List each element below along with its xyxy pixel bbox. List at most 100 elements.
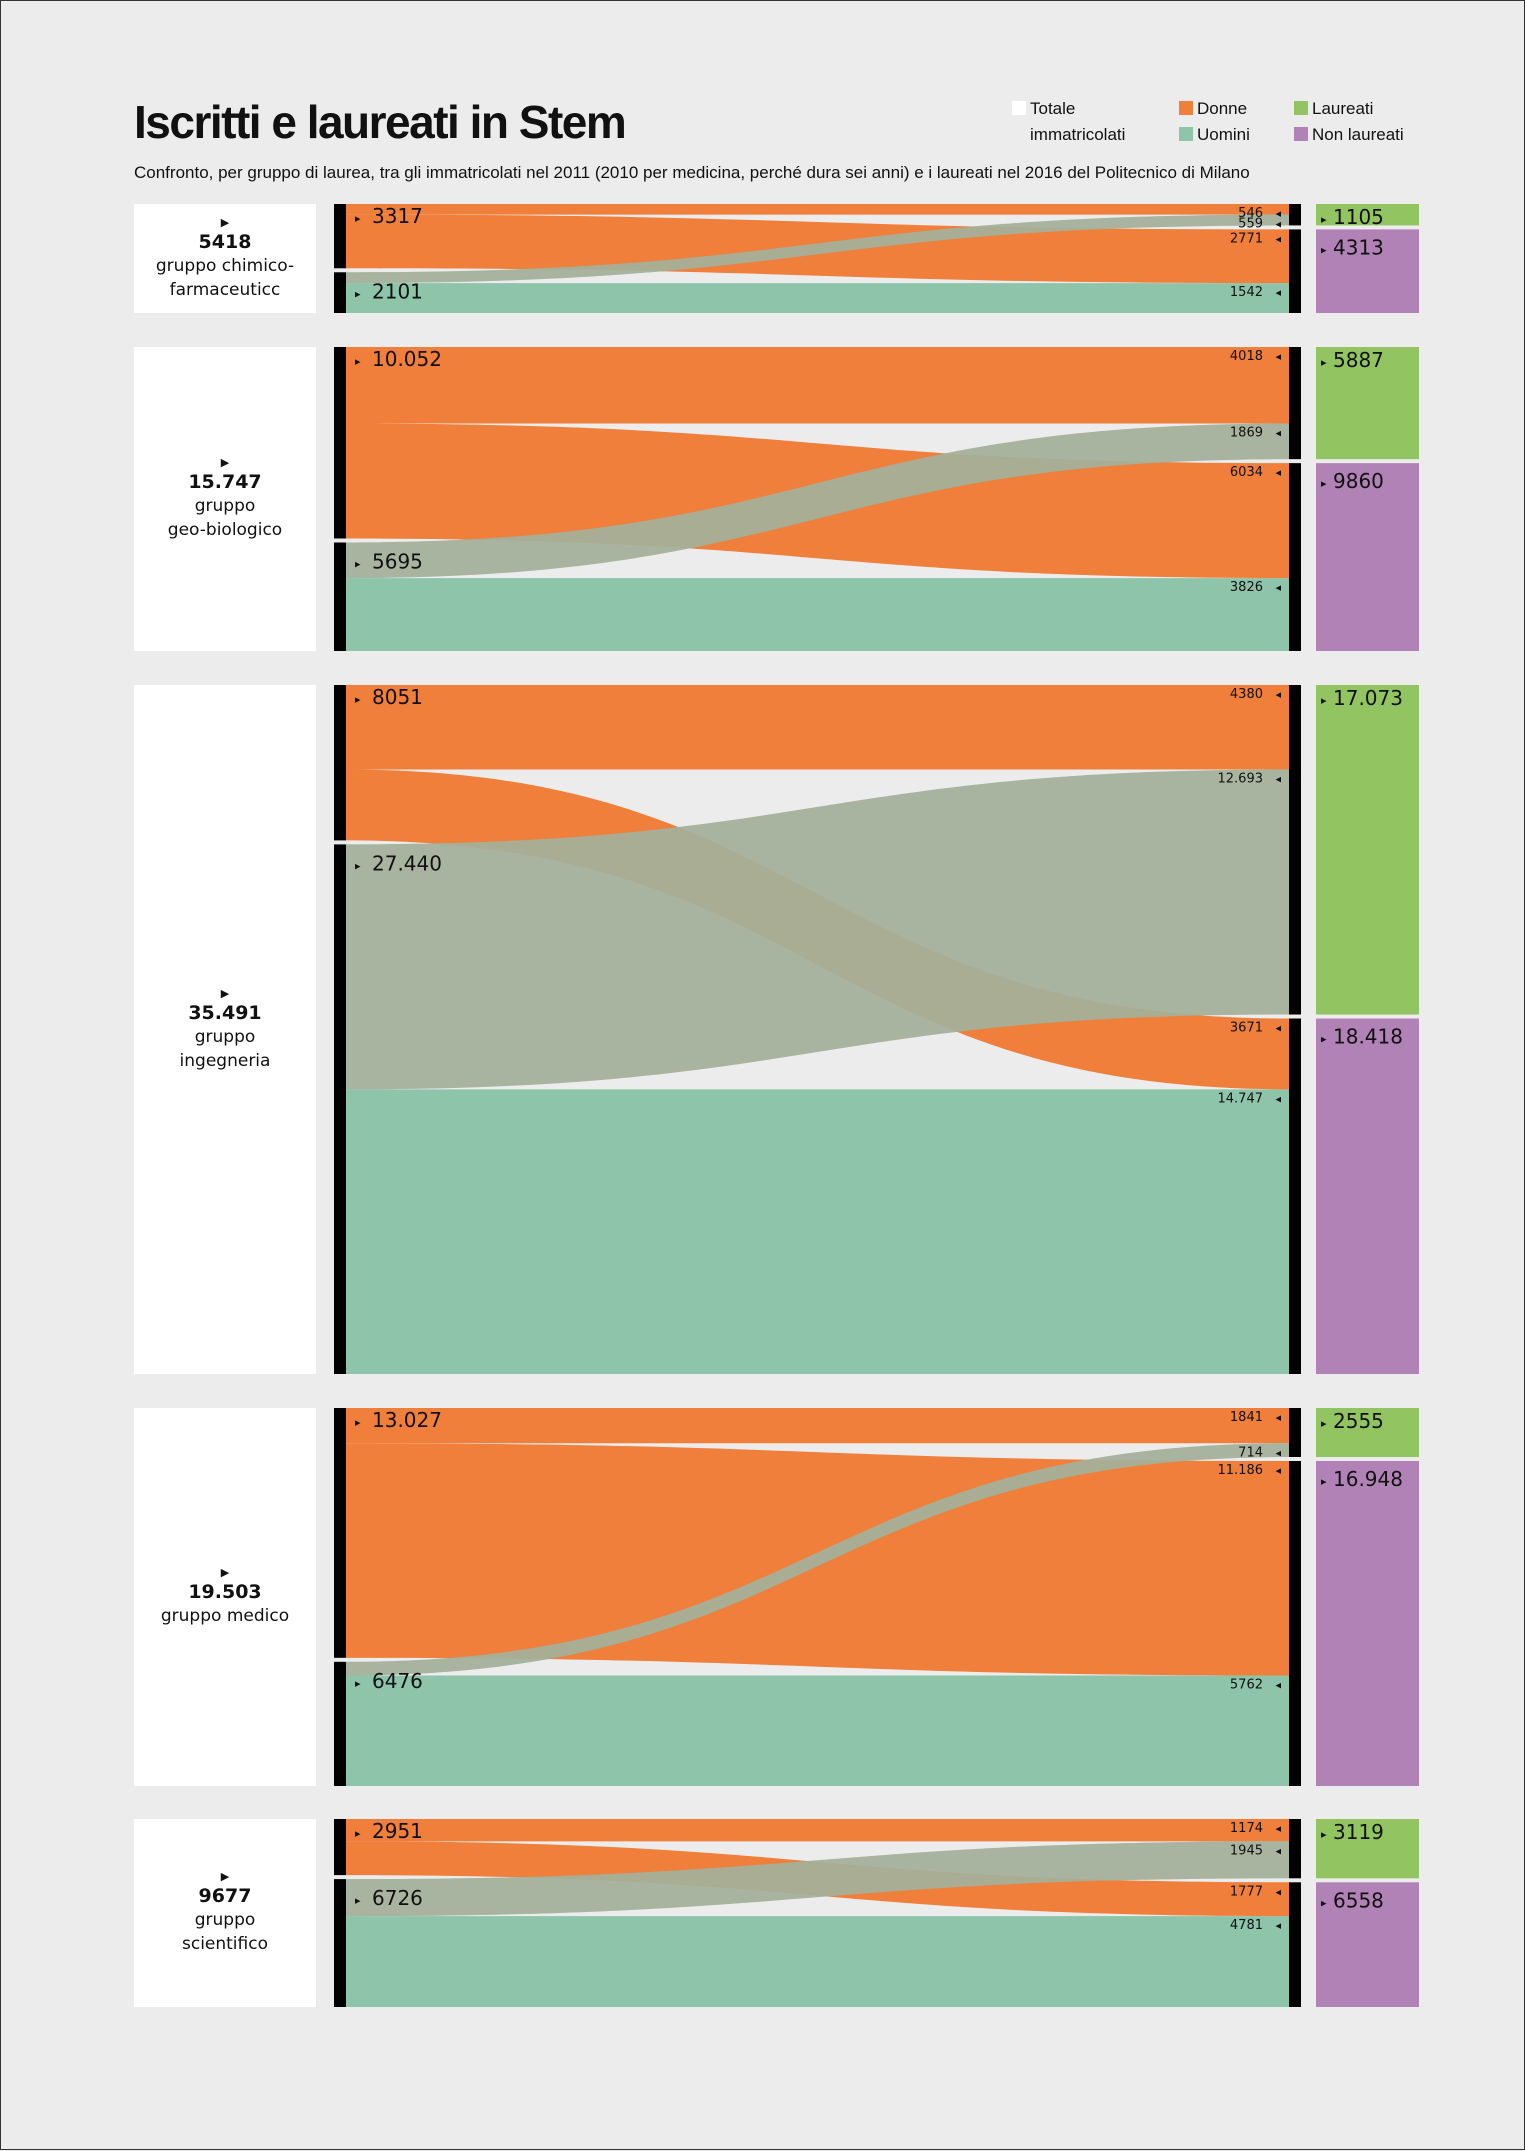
group-name-line: gruppo: [194, 1026, 256, 1047]
uomini-laureati-value: 12.693: [1218, 772, 1264, 787]
triangle-marker-icon: ▸: [1321, 1417, 1327, 1430]
donne-non-laureate-value: 2771: [1230, 231, 1263, 246]
donne-value: 3317: [372, 204, 423, 228]
flow-donne-laureate: [346, 685, 1289, 770]
group-name-line: gruppo chimico-: [155, 255, 295, 276]
triangle-marker-icon: ▸: [1321, 1475, 1327, 1488]
non-laureati-value: 16.948: [1333, 1467, 1403, 1491]
flow-uomini-non-laureati: [346, 1916, 1289, 2007]
uomini-laureati-value: 559: [1238, 217, 1263, 232]
right-bar-non-laureati: [1289, 1882, 1301, 2007]
flow-uomini-non-laureati: [346, 1675, 1289, 1786]
legend-label-laureati: Laureati: [1312, 99, 1374, 118]
triangle-marker-icon: ▸: [1321, 356, 1327, 369]
flow-donne-laureate: [346, 204, 1289, 215]
legend-col-2: Donne Uomini: [1179, 96, 1250, 148]
non-laureati-value: 9860: [1333, 469, 1384, 493]
triangle-left-icon: ◂: [1275, 1885, 1281, 1898]
uomini-value: 27.440: [372, 851, 442, 875]
donne-non-laureate-value: 3671: [1230, 1021, 1263, 1036]
right-bar-laureati: [1289, 347, 1301, 460]
triangle-marker-icon: ▸: [355, 355, 361, 368]
page-title: Iscritti e laureati in Stem: [134, 96, 627, 148]
right-bar-laureati: [1289, 204, 1301, 226]
non-laureati-value: 6558: [1333, 1888, 1384, 1912]
donne-value: 8051: [372, 685, 423, 709]
triangle-marker-icon: ▸: [1321, 1033, 1327, 1046]
triangle-marker-icon: ▸: [355, 693, 361, 706]
triangle-marker-icon: ▶: [220, 986, 230, 1000]
group-total-box: ▶ 19.503 gruppo medico: [134, 1408, 316, 1786]
group-total-box: ▶ 9677 gruppo scientifico: [134, 1819, 316, 2007]
non-laureati-box: [1316, 463, 1419, 651]
right-bar-laureati: [1289, 1819, 1301, 1879]
triangle-marker-icon: ▸: [355, 1677, 361, 1690]
flow-overlap: [346, 423, 1289, 579]
group-total-box: ▶ 35.491 gruppo ingegneria: [134, 685, 316, 1374]
triangle-marker-icon: ▶: [220, 1566, 230, 1579]
triangle-left-icon: ◂: [1275, 350, 1281, 363]
group-total-value: 9677: [198, 1885, 252, 1907]
group-name-line: gruppo: [194, 496, 256, 516]
triangle-marker-icon: ▸: [355, 558, 361, 571]
triangle-left-icon: ◂: [1275, 286, 1281, 299]
non-laureati-box: [1316, 1460, 1419, 1786]
triangle-left-icon: ◂: [1275, 1919, 1281, 1932]
legend-label-non-laureati: Non laureati: [1312, 125, 1404, 144]
triangle-marker-icon: ▸: [1321, 694, 1327, 707]
triangle-left-icon: ◂: [1275, 1464, 1281, 1477]
laureati-box: [1316, 1408, 1419, 1457]
triangle-left-icon: ◂: [1275, 1679, 1281, 1692]
non-laureati-box: [1316, 1018, 1419, 1374]
legend-swatch-uomini: [1179, 127, 1193, 141]
left-bar-uomini: [334, 1661, 346, 1786]
legend-swatch-donne: [1179, 101, 1193, 115]
uomini-laureati-value: 1945: [1230, 1843, 1263, 1858]
triangle-marker-icon: ▸: [355, 1894, 361, 1907]
flow-uomini-non-laureati: [346, 578, 1289, 651]
left-bar-donne: [334, 1819, 346, 1876]
triangle-marker-icon: ▸: [355, 859, 361, 872]
triangle-marker-icon: ▸: [355, 212, 361, 225]
left-bar-donne: [334, 204, 346, 269]
group-total-value: 15.747: [188, 471, 262, 493]
laureati-box: [1316, 347, 1419, 460]
triangle-left-icon: ◂: [1275, 1022, 1281, 1035]
non-laureati-box: [1316, 1882, 1419, 2007]
left-bar-donne: [334, 685, 346, 841]
triangle-marker-icon: ▶: [220, 1870, 230, 1883]
left-bar-uomini: [334, 542, 346, 651]
donne-non-laureate-value: 1777: [1230, 1884, 1263, 1899]
donne-value: 2951: [372, 1819, 423, 1843]
flow-overlap: [346, 1841, 1289, 1917]
triangle-left-icon: ◂: [1275, 232, 1281, 245]
laureati-value: 5887: [1333, 348, 1384, 372]
uomini-laureati-value: 1869: [1230, 426, 1263, 441]
flow-uomini-non-laureati: [346, 283, 1289, 313]
triangle-left-icon: ◂: [1275, 427, 1281, 440]
laureati-value: 1105: [1333, 205, 1384, 229]
group-name-line: farmaceuticc: [169, 279, 281, 300]
triangle-left-icon: ◂: [1275, 207, 1281, 220]
right-bar-non-laureati: [1289, 229, 1301, 313]
legend-label-totale: Totale immatricolati: [1030, 96, 1125, 148]
legend-item-laureati: Laureati: [1294, 96, 1404, 122]
legend-label-line1: Totale: [1030, 99, 1076, 118]
donne-laureate-value: 4018: [1230, 349, 1263, 364]
right-bar-laureati: [1289, 1408, 1301, 1457]
flow-overlap: [346, 214, 1289, 284]
left-bar-uomini: [334, 844, 346, 1374]
donne-non-laureate-value: 11.186: [1218, 1463, 1264, 1478]
laureati-box: [1316, 1819, 1419, 1879]
triangle-marker-icon: ▶: [220, 215, 230, 229]
triangle-marker-icon: ▸: [1321, 477, 1327, 490]
donne-laureate-value: 546: [1238, 206, 1263, 221]
group-name-line: scientifico: [181, 1934, 268, 1954]
group-name-line: geo-biologico: [167, 520, 283, 540]
laureati-box: [1316, 685, 1419, 1015]
left-bar-donne: [334, 347, 346, 539]
uomini-laureati-value: 714: [1238, 1445, 1263, 1460]
triangle-left-icon: ◂: [1275, 1844, 1281, 1857]
triangle-marker-icon: ▸: [1321, 1896, 1327, 1909]
donne-value: 13.027: [372, 1408, 442, 1432]
